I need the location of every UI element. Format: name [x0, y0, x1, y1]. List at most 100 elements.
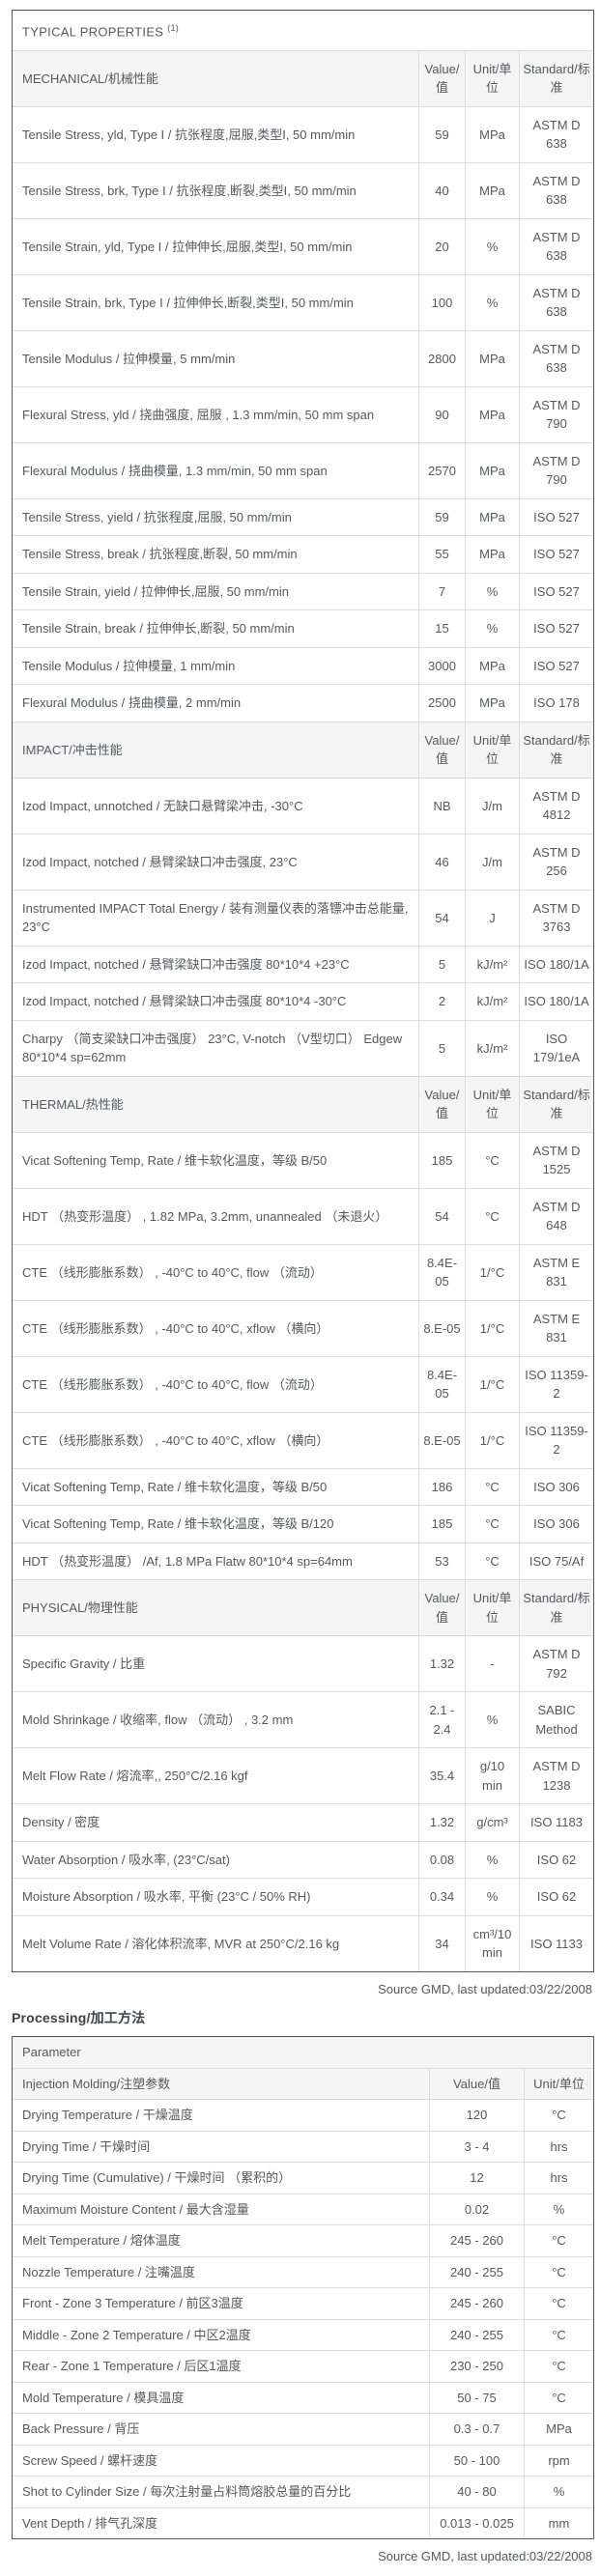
unit-cell: MPa: [466, 162, 520, 219]
col-header-standard: Standard/标准: [520, 50, 594, 107]
section-header-row: PHYSICAL/物理性能 Value/值 Unit/单位 Standard/标准: [13, 1580, 594, 1637]
property-cell: Density / 密度: [13, 1804, 419, 1842]
table-title-footnote: (1): [167, 23, 180, 33]
table-row: Specific Gravity / 比重 1.32- ASTM D 792: [13, 1636, 594, 1693]
standard-cell: ASTM D 1238: [520, 1748, 594, 1805]
table-row: Flexural Stress, yld / 挠曲强度, 屈服 , 1.3 mm…: [13, 386, 594, 443]
unit-cell: mm: [548, 2515, 570, 2531]
table-row: Tensile Stress, brk, Type I / 抗张程度,断裂,类型…: [13, 162, 594, 219]
property-cell: Tensile Modulus / 拉伸模量, 1 mm/min: [13, 647, 419, 686]
unit-cell: °C: [525, 2225, 594, 2257]
unit-cell: %: [466, 1841, 520, 1880]
standard-cell: ISO 527: [520, 574, 594, 611]
standard-cell: ISO 527: [520, 536, 594, 574]
section-label: IMPACT/冲击性能: [13, 722, 419, 778]
parameter-header-row: Parameter: [13, 2037, 594, 2069]
table-row: Melt Volume Rate / 溶化体积流率, MVR at 250°C/…: [13, 1915, 593, 1971]
value-cell: 186: [419, 1468, 466, 1507]
section-label: MECHANICAL/机械性能: [13, 50, 419, 107]
standard-cell: SABIC Method: [520, 1692, 594, 1749]
standard-cell: ISO 1133: [530, 1936, 583, 1951]
unit-cell: 1/°C: [466, 1244, 520, 1301]
table-title-text: TYPICAL PROPERTIES: [22, 24, 164, 40]
table-title-row: TYPICAL PROPERTIES (1): [13, 11, 594, 51]
property-cell: Water Absorption / 吸水率, (23°C/sat): [13, 1841, 419, 1880]
unit-cell: MPa: [466, 498, 520, 537]
section-header-row: IMPACT/冲击性能 Value/值 Unit/单位 Standard/标准: [13, 722, 594, 778]
table-row: Mold Temperature / 模具温度 50 - 75 °C: [13, 2382, 594, 2415]
unit-cell: kJ/m²: [466, 983, 520, 1021]
unit-cell: °C: [525, 2383, 594, 2415]
property-cell: Tensile Stress, yield / 抗张程度,屈服, 50 mm/m…: [13, 498, 419, 537]
value-cell: 20: [419, 218, 466, 275]
table-row: Instrumented IMPACT Total Energy / 装有测量仪…: [13, 890, 594, 947]
table-row: Vicat Softening Temp, Rate / 维卡软化温度，等级 B…: [13, 1468, 594, 1507]
value-cell: 54: [419, 1188, 466, 1245]
standard-cell: ISO 527: [520, 610, 594, 648]
table-title: TYPICAL PROPERTIES (1): [13, 11, 594, 51]
processing-title: Processing/加工方法: [12, 2010, 146, 2026]
table-row: Flexural Modulus / 挠曲模量, 1.3 mm/min, 50 …: [13, 442, 594, 499]
value-cell: 240 - 255: [430, 2319, 525, 2352]
unit-cell: -: [466, 1636, 520, 1693]
unit-cell: 1/°C: [466, 1356, 520, 1413]
property-cell: Specific Gravity / 比重: [13, 1636, 419, 1693]
property-cell: Izod Impact, notched / 悬臂梁缺口冲击强度 80*10*4…: [13, 983, 419, 1021]
property-cell: Flexural Modulus / 挠曲模量, 1.3 mm/min, 50 …: [13, 442, 419, 499]
unit-cell: J/m: [466, 834, 520, 891]
value-cell: 59: [419, 498, 466, 537]
unit-cell: °C: [466, 1132, 520, 1189]
value-cell: 3000: [419, 647, 466, 686]
unit-cell: rpm: [525, 2446, 594, 2477]
unit-cell: °C: [525, 2351, 594, 2383]
table-row: CTE （线形膨胀系数） , -40°C to 40°C, xflow （横向）…: [13, 1412, 594, 1469]
value-cell: 8.E-05: [419, 1300, 466, 1357]
property-cell: CTE （线形膨胀系数） , -40°C to 40°C, xflow （横向）: [13, 1300, 419, 1357]
section-header-row: THERMAL/热性能 Value/值 Unit/单位 Standard/标准: [13, 1076, 594, 1133]
standard-cell: ISO 11359-2: [520, 1357, 594, 1413]
unit-cell: °C: [466, 1506, 520, 1543]
standard-cell: ASTM D 638: [520, 163, 594, 219]
table-row: Tensile Strain, yield / 拉伸伸长,屈服, 50 mm/m…: [13, 573, 594, 611]
standard-cell: ISO 527: [520, 648, 594, 686]
value-cell: 8.E-05: [419, 1412, 466, 1469]
unit-cell: %: [466, 274, 520, 331]
unit-cell: 1/°C: [466, 1300, 520, 1357]
section-header-row: MECHANICAL/机械性能 Value/值 Unit/单位 Standard/标准: [13, 50, 594, 107]
table-row: HDT （热变形温度） /Af, 1.8 MPa Flatw 80*10*4 s…: [13, 1543, 594, 1581]
table-row: Tensile Modulus / 拉伸模量, 1 mm/min 3000 MPa I…: [13, 647, 594, 686]
value-cell: 185: [419, 1132, 466, 1189]
unit-cell: J/m: [466, 778, 520, 835]
unit-cell: g/10 min: [466, 1748, 520, 1805]
value-cell: 8.4E-05: [419, 1356, 466, 1413]
value-cell: 1.32: [419, 1804, 466, 1842]
standard-cell: ASTM D 648: [520, 1189, 594, 1245]
standard-cell: ASTM D 638: [520, 219, 594, 275]
value-cell: 35.4: [419, 1748, 466, 1805]
table-row: Back Pressure / 背压 0.3 - 0.7 MPa: [13, 2414, 594, 2446]
unit-cell: cm³/10 min: [466, 1915, 520, 1971]
value-cell: 7: [419, 573, 466, 611]
table-row: Tensile Stress, yield / 抗张程度,屈服, 50 mm/m…: [13, 498, 594, 537]
standard-cell: ASTM E 831: [520, 1245, 594, 1301]
unit-cell: %: [466, 1692, 520, 1749]
value-cell: 55: [419, 536, 466, 574]
standard-cell: ISO 527: [520, 499, 594, 537]
unit-cell: °C: [525, 2257, 594, 2289]
property-cell: Izod Impact, notched / 悬臂梁缺口冲击强度, 23°C: [13, 834, 419, 891]
property-cell: HDT （热变形温度） /Af, 1.8 MPa Flatw 80*10*4 s…: [13, 1543, 419, 1581]
table-row: Izod Impact, notched / 悬臂梁缺口冲击强度 80*10*4…: [13, 946, 594, 984]
parameter-cell: Shot to Cylinder Size / 每次注射量占料筒熔胶总量的百分比: [13, 2477, 430, 2508]
unit-cell: MPa: [466, 647, 520, 686]
table-row: Drying Temperature / 干燥温度 120 °C: [13, 2100, 594, 2132]
section-label: THERMAL/热性能: [13, 1076, 419, 1133]
table-row: CTE （线形膨胀系数） , -40°C to 40°C, xflow （横向）…: [13, 1300, 594, 1357]
col-header-standard: Standard/标准: [520, 1580, 594, 1637]
col-header-value: Value/值: [419, 1580, 466, 1637]
unit-cell: °C: [466, 1543, 520, 1581]
table-row: Vicat Softening Temp, Rate / 维卡软化温度，等级 B…: [13, 1132, 594, 1189]
standard-cell: ASTM D 790: [520, 443, 594, 499]
standard-cell: ASTM D 790: [520, 387, 594, 443]
value-cell: 2500: [419, 685, 466, 722]
standard-cell: ASTM D 3763: [520, 891, 594, 947]
